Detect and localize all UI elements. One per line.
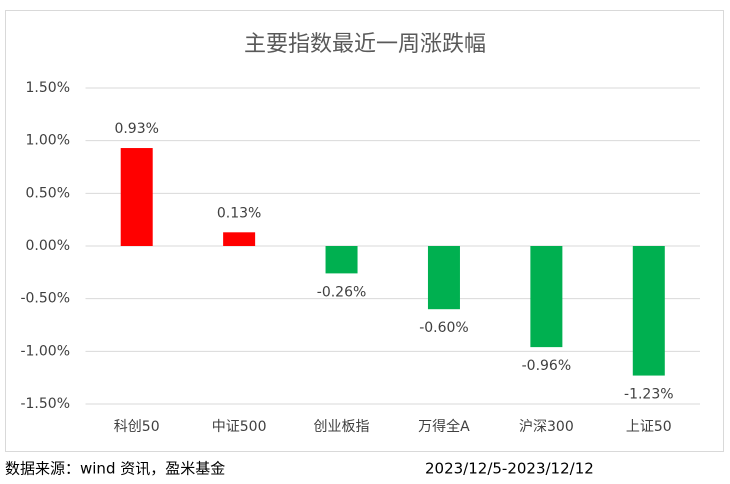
chart-title: 主要指数最近一周涨跌幅 [244,32,486,57]
bar [223,232,256,246]
x-tick-label: 科创50 [114,419,160,435]
data-label: 0.93% [114,121,158,137]
y-tick-label: -0.50% [20,291,70,307]
y-tick-label: -1.50% [20,396,70,412]
y-tick-label: 1.00% [26,133,70,149]
y-tick-label: 0.00% [26,238,70,254]
data-label: -0.60% [419,320,469,336]
bar [632,246,665,376]
data-label: -0.26% [317,284,367,300]
y-tick-label: 1.50% [26,80,70,96]
bar [530,246,563,348]
bar [120,148,153,246]
y-tick-label: -1.00% [20,343,70,359]
period-note: 2023/12/5-2023/12/12 [425,460,594,478]
x-tick-label: 中证500 [212,419,267,435]
bar [427,246,460,310]
x-tick-label: 万得全A [418,418,470,435]
data-label: 0.13% [217,205,261,221]
source-note: 数据来源：wind 资讯，盈米基金 [5,460,225,478]
data-label: -1.23% [624,387,674,403]
x-tick-label: 沪深300 [519,419,574,435]
data-label: -0.96% [522,358,572,374]
bar [325,246,358,274]
x-tick-label: 上证50 [626,419,672,435]
x-tick-label: 创业板指 [314,419,370,435]
y-tick-label: 0.50% [26,185,70,201]
chart-frame [5,10,724,452]
